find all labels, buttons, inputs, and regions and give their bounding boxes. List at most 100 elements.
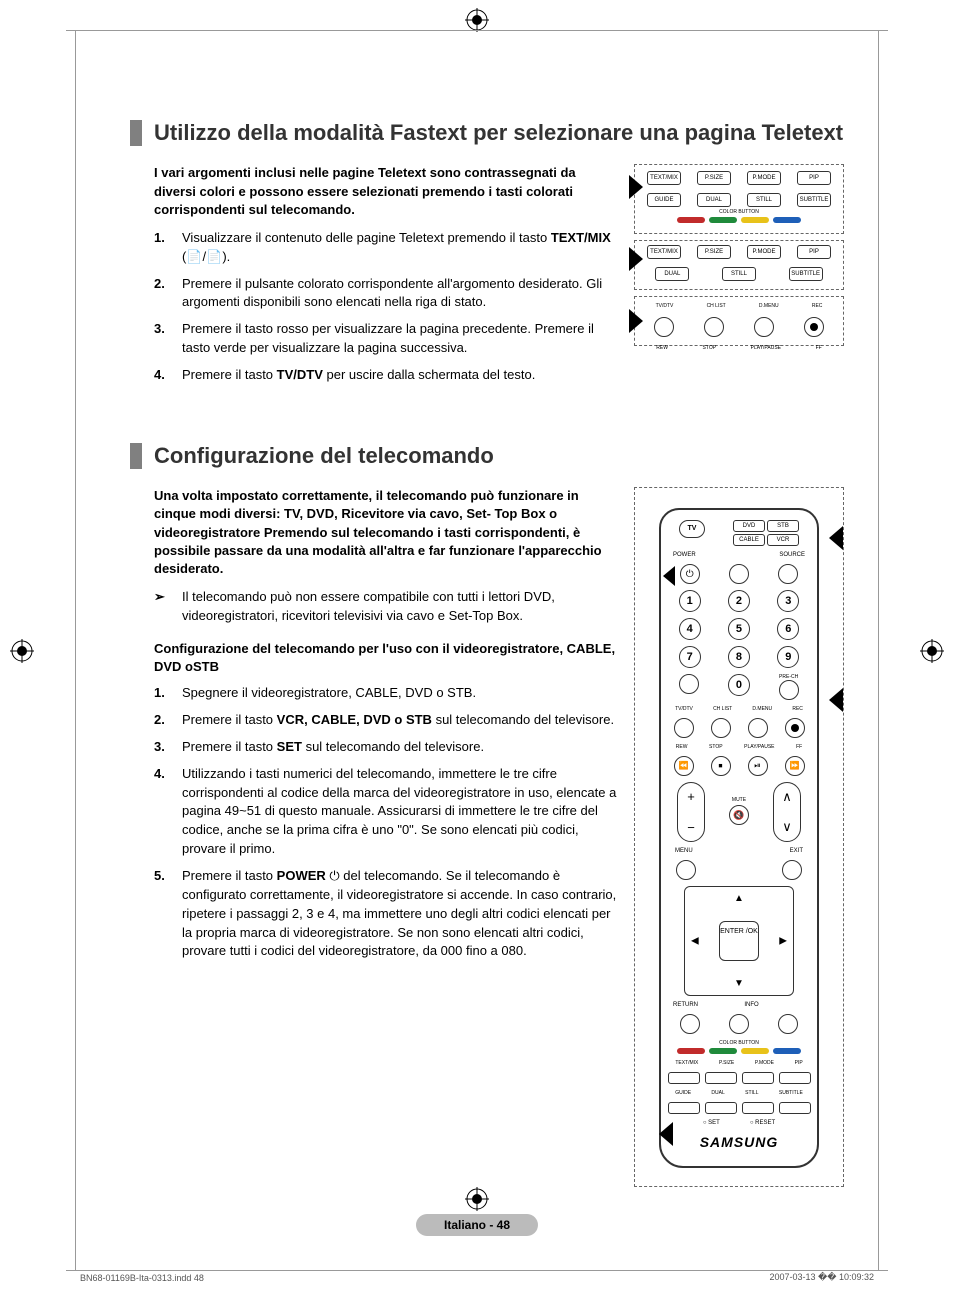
- color-button: [677, 217, 705, 223]
- remote-button: [742, 1072, 774, 1084]
- snippet-btn-label: CH LIST: [707, 303, 726, 309]
- mute-label: MUTE: [729, 797, 749, 803]
- set-label: SET: [708, 1120, 720, 1126]
- num-button: 3: [777, 590, 799, 612]
- section2-body: Una volta impostato correttamente, il te…: [130, 487, 854, 1187]
- snippet-btn-label: TV/DTV: [656, 303, 674, 309]
- section1-intro: I vari argomenti inclusi nelle pagine Te…: [154, 164, 618, 219]
- snippet-btn: P.SIZE: [697, 245, 731, 259]
- section1-body: I vari argomenti inclusi nelle pagine Te…: [130, 164, 854, 392]
- btn-label: STILL: [745, 1090, 758, 1096]
- footer-filename: BN68-01169B-Ita-0313.indd 48: [80, 1273, 204, 1283]
- page-number-badge: Italiano - 48: [416, 1214, 538, 1236]
- remote-button: [705, 1102, 737, 1114]
- btn-label: P.SIZE: [719, 1060, 734, 1066]
- color-button: [709, 217, 737, 223]
- mode-button: CABLE: [733, 534, 765, 546]
- btn-label: FF: [796, 744, 802, 750]
- remote-button: [674, 718, 694, 738]
- remote-button: [668, 1072, 700, 1084]
- left-arrow-icon: ◀: [691, 936, 699, 947]
- snippet-btn: DUAL: [655, 267, 689, 281]
- power-label: POWER: [673, 552, 696, 558]
- remote-button: [779, 1102, 811, 1114]
- snippet-circle-button: [704, 317, 724, 337]
- footer-timestamp: 2007-03-13 �� 10:09:32: [769, 1272, 874, 1283]
- rec-button-icon: [785, 718, 805, 738]
- mode-button: STB: [767, 520, 799, 532]
- remote-button: [742, 1102, 774, 1114]
- menu-label: MENU: [675, 848, 693, 854]
- step-item: Premere il pulsante colorato corrisponde…: [154, 275, 618, 313]
- callout-arrow-icon: [629, 309, 643, 333]
- power-button-icon: ⏻: [680, 564, 700, 584]
- step-item: Utilizzando i tasti numerici del telecom…: [154, 765, 618, 859]
- prech-label: PRE-CH: [779, 674, 799, 680]
- num-button: 1: [679, 590, 701, 612]
- right-arrow-icon: ▶: [779, 936, 787, 947]
- source-button: [778, 564, 798, 584]
- btn-label: PLAY/PAUSE: [744, 744, 774, 750]
- color-button: [677, 1048, 705, 1054]
- menu-button: [676, 860, 696, 880]
- num-button: 7: [679, 646, 701, 668]
- registration-mark-icon: [920, 639, 944, 663]
- num-button: 0: [728, 674, 750, 696]
- remote-button: [679, 674, 699, 694]
- snippet-circle-button: [754, 317, 774, 337]
- snippet-btn: P.MODE: [747, 171, 781, 185]
- btn-label: STOP: [709, 744, 723, 750]
- callout-arrow-icon: [629, 175, 643, 199]
- step-item: Premere il tasto SET sul telecomando del…: [154, 738, 618, 757]
- info-button: [729, 1014, 749, 1034]
- num-button: 6: [777, 618, 799, 640]
- snippet-btn-label: D.MENU: [759, 303, 779, 309]
- color-button: [773, 1048, 801, 1054]
- color-button-label: COLOR BUTTON: [661, 1040, 817, 1046]
- color-button-label: COLOR BUTTON: [635, 209, 843, 215]
- btn-label: GUIDE: [675, 1090, 691, 1096]
- mode-button: VCR: [767, 534, 799, 546]
- reset-label: RESET: [755, 1120, 775, 1126]
- snippet-btn: TEXT/MIX: [647, 171, 681, 185]
- step-item: Premere il tasto VCR, CABLE, DVD o STB s…: [154, 711, 618, 730]
- section2-title: Configurazione del telecomando: [130, 443, 854, 469]
- registration-mark-icon: [10, 639, 34, 663]
- num-button: 2: [728, 590, 750, 612]
- step-item: Spegnere il videoregistratore, CABLE, DV…: [154, 684, 618, 703]
- callout-arrow-icon: [629, 247, 643, 271]
- snippet-btn: P.SIZE: [697, 171, 731, 185]
- section1-steps: Visualizzare il contenuto delle pagine T…: [154, 229, 618, 385]
- info-label: INFO: [744, 1002, 758, 1008]
- play-button-icon: ⏯: [748, 756, 768, 776]
- snippet-btn: TEXT/MIX: [647, 245, 681, 259]
- exit-label: EXIT: [790, 848, 803, 854]
- snippet-btn-label: FF: [816, 345, 822, 351]
- up-arrow-icon: ▲: [734, 893, 744, 904]
- section2-subhead: Configurazione del telecomando per l'uso…: [154, 640, 618, 676]
- color-button: [741, 217, 769, 223]
- remote-button: [668, 1102, 700, 1114]
- remote-snippet-tvdtv: TV/DTV CH LIST D.MENU REC REW STOP PLAY/…: [634, 296, 844, 346]
- remote-button: [729, 564, 749, 584]
- step-item: Visualizzare il contenuto delle pagine T…: [154, 229, 618, 267]
- snippet-btn-label: REC: [812, 303, 823, 309]
- btn-label: TEXT/MIX: [675, 1060, 698, 1066]
- section1-title: Utilizzo della modalità Fastext per sele…: [130, 120, 854, 146]
- num-button: 9: [777, 646, 799, 668]
- rew-button-icon: ⏪: [674, 756, 694, 776]
- snippet-btn-label: PLAY/PAUSE: [751, 345, 781, 351]
- section2-note: Il telecomando può non essere compatibil…: [154, 588, 618, 626]
- prech-button: [779, 680, 799, 700]
- stop-button-icon: ⏹: [711, 756, 731, 776]
- snippet-btn: PIP: [797, 245, 831, 259]
- tv-mode-button: TV: [679, 520, 705, 538]
- callout-arrow-icon: [659, 1122, 673, 1146]
- snippet-btn: STILL: [747, 193, 781, 207]
- snippet-btn: GUIDE: [647, 193, 681, 207]
- mute-button-icon: 🔇: [729, 805, 749, 825]
- btn-label: TV/DTV: [675, 706, 693, 712]
- return-label: RETURN: [673, 1002, 698, 1008]
- snippet-btn: STILL: [722, 267, 756, 281]
- num-button: 8: [728, 646, 750, 668]
